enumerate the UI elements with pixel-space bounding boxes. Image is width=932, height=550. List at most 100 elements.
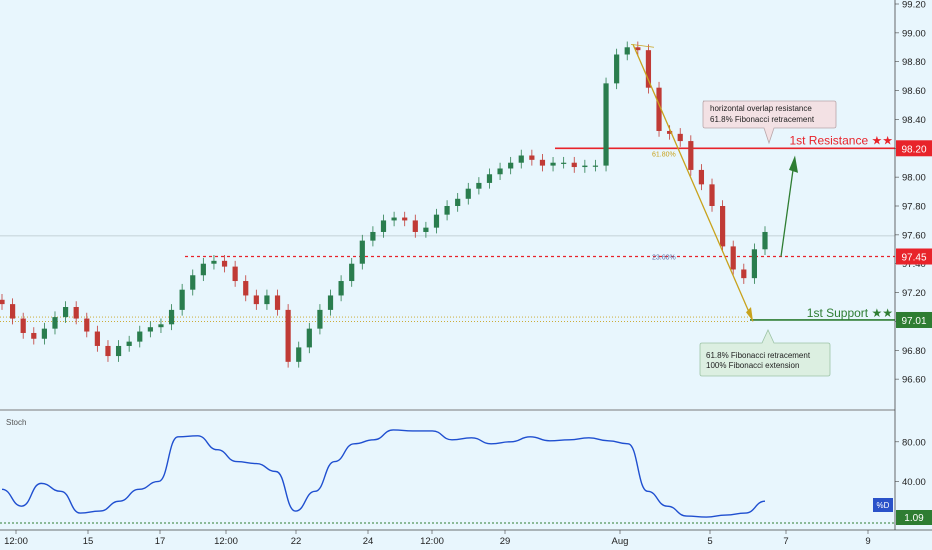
candle-body — [31, 332, 37, 339]
resistance-annotation-line-2: 61.8% Fibonacci retracement — [710, 115, 815, 124]
candle-body — [317, 309, 323, 329]
candle-body — [84, 318, 90, 332]
time-tick-label: 29 — [500, 536, 511, 547]
candle-body — [253, 295, 259, 305]
price-tick-label: 99.20 — [902, 0, 926, 11]
candle-body — [423, 227, 429, 232]
time-tick-label: 12:00 — [420, 536, 444, 547]
candle-body — [582, 165, 588, 168]
candle-body — [105, 345, 111, 357]
price-axis — [895, 0, 932, 550]
candle-body — [508, 162, 514, 169]
candle-body — [115, 345, 122, 357]
candlestick-series — [0, 41, 768, 368]
candle-body — [455, 198, 461, 206]
candle-body — [561, 162, 567, 164]
candle-body — [444, 206, 450, 215]
fib-arrow-head — [746, 307, 753, 322]
candle-body — [137, 331, 143, 342]
target-arrow — [780, 162, 795, 257]
candle-body — [497, 168, 503, 175]
candle-body — [306, 328, 312, 348]
candle-body — [158, 324, 164, 328]
candle-body — [232, 266, 238, 282]
candle-body — [0, 299, 5, 305]
candle-body — [296, 347, 302, 362]
price-tick-label: 98.40 — [902, 115, 926, 126]
candle-body — [592, 165, 599, 167]
price-horizontal-lines — [0, 147, 895, 322]
fib-anchor-line — [630, 44, 655, 48]
price-tick-label: 97.40 — [902, 259, 926, 270]
stoch-current-value: 1.09 — [904, 513, 924, 524]
stoch-line — [1, 429, 766, 518]
candle-body — [243, 281, 249, 296]
stoch-legend-label: %D — [877, 501, 890, 510]
resistance-annotation-line-1: horizontal overlap resistance — [710, 104, 812, 113]
stoch-current-badge — [896, 510, 932, 525]
fibonacci-arrows — [630, 44, 798, 322]
price-tick-label: 97.20 — [902, 288, 926, 299]
candle-body — [518, 155, 524, 163]
candle-body — [380, 220, 387, 232]
time-tick-label: 7 — [783, 536, 788, 547]
resistance-annotation: horizontal overlap resistance 61.8% Fibo… — [702, 100, 837, 145]
candle-body — [476, 182, 482, 189]
time-tick-label: Aug — [612, 536, 629, 547]
candle-body — [126, 341, 132, 346]
price-badge — [896, 248, 932, 265]
candle-body — [338, 281, 344, 296]
price-badge-label: 97.45 — [901, 253, 926, 264]
candle-body — [9, 304, 16, 319]
candle-body — [370, 231, 376, 241]
candle-body — [94, 331, 100, 346]
candle-body — [635, 47, 641, 51]
time-tick-label: 12:00 — [214, 536, 238, 547]
stoch-axis-ticks: 40.00 80.00 — [895, 437, 926, 488]
price-badge — [896, 140, 932, 157]
time-tick-label: 5 — [707, 536, 712, 547]
price-tick-label: 98.60 — [902, 86, 926, 97]
candle-body — [391, 217, 397, 221]
candle-body — [168, 309, 175, 325]
price-tick-label: 97.60 — [902, 230, 926, 241]
candle-body — [20, 318, 26, 333]
time-tick-label: 17 — [155, 536, 166, 547]
candle-body — [688, 141, 694, 170]
resistance-label: 1st Resistance ★★ — [789, 133, 893, 147]
price-badge — [896, 311, 932, 328]
candle-body — [359, 240, 365, 264]
candle-body — [285, 309, 291, 362]
candle-body — [698, 169, 705, 185]
candle-body — [677, 133, 683, 142]
fib-label-23-6: 23.60% — [652, 255, 676, 262]
candle-body — [179, 289, 185, 310]
price-tick-label: 97.80 — [902, 202, 926, 213]
candle-body — [603, 83, 609, 166]
candle-body — [730, 246, 736, 270]
candle-body — [147, 327, 153, 332]
target-arrow-head — [789, 155, 798, 173]
candle-body — [614, 54, 620, 84]
time-tick-label: 12:00 — [4, 536, 28, 547]
fib-retracement-arrow — [632, 44, 754, 322]
time-tick-label: 24 — [363, 536, 374, 547]
candle-body — [62, 307, 69, 318]
support-label: 1st Support ★★ — [807, 306, 893, 320]
candle-body — [741, 269, 747, 279]
time-tick-label: 15 — [83, 536, 94, 547]
stoch-tick-label: 80.00 — [902, 437, 926, 448]
candle-body — [539, 159, 546, 166]
support-annotation-line-2: 100% Fibonacci extension — [706, 361, 799, 370]
stoch-tick-label: 40.00 — [902, 477, 926, 488]
candle-body — [529, 155, 535, 160]
candle-body — [349, 263, 355, 282]
support-annotation: 61.8% Fibonacci retracement 100% Fibonac… — [699, 329, 831, 377]
time-axis-ticks: 12:00 15 17 12:00 22 24 12:00 29 Aug 5 7 9 — [4, 530, 871, 547]
candle-body — [221, 260, 228, 267]
stoch-title: Stoch — [6, 418, 26, 427]
candle-body — [751, 249, 758, 279]
candle-body — [433, 214, 440, 228]
